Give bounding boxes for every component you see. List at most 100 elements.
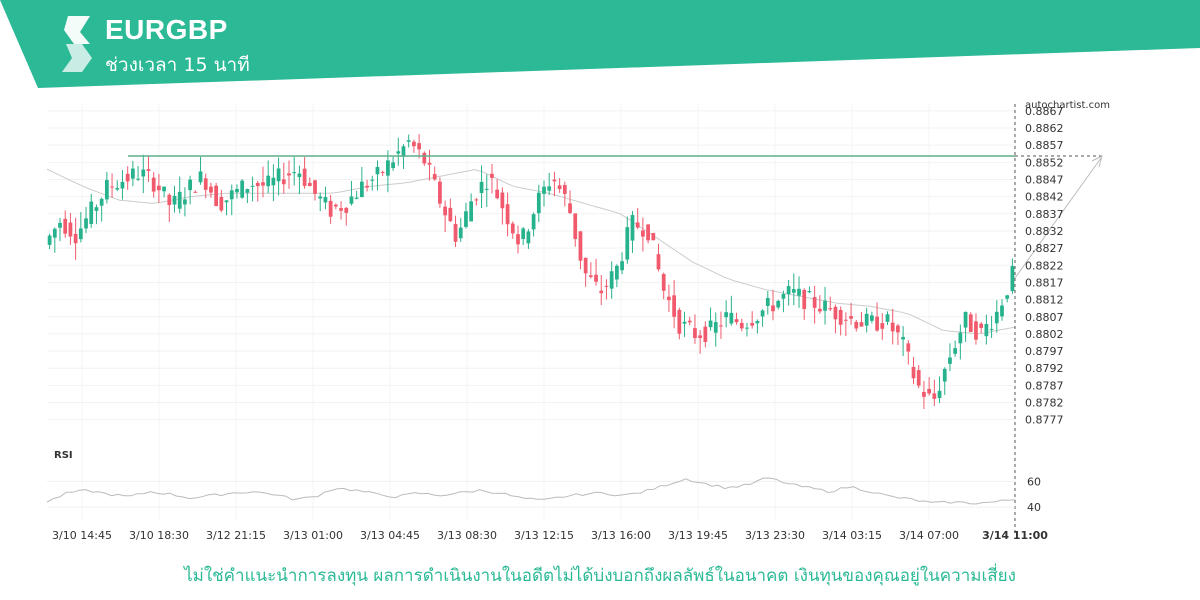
candle-body <box>901 336 905 340</box>
candle-body <box>620 261 624 271</box>
candle-body <box>193 191 198 193</box>
candle-body <box>240 180 245 198</box>
candle-body <box>141 169 146 177</box>
candle-body <box>68 222 73 237</box>
time-tick-label: 3/13 23:30 <box>745 529 805 542</box>
time-tick-label: 3/13 01:00 <box>283 529 343 542</box>
candle-body <box>266 175 271 187</box>
projection-arrow-line <box>1014 157 1102 279</box>
candle-body <box>953 348 958 354</box>
candle-body <box>183 199 187 205</box>
candle-body <box>214 185 219 207</box>
candle-body <box>1000 305 1004 317</box>
candle-body <box>453 223 458 242</box>
candle-body <box>209 186 213 193</box>
candle-body <box>412 141 416 147</box>
candle-body <box>287 173 291 176</box>
candle-body <box>719 325 723 327</box>
price-tick-label: 0.8837 <box>1025 208 1064 221</box>
candle-body <box>73 233 78 244</box>
candle-body <box>422 152 427 164</box>
candle-body <box>823 300 827 311</box>
candle-body <box>932 393 937 399</box>
candle-body <box>672 295 676 317</box>
candle-body <box>78 228 83 240</box>
candle-body <box>875 316 879 331</box>
candle-body <box>380 172 385 174</box>
candle-body <box>635 222 640 228</box>
candle-body <box>115 187 120 190</box>
candle-body <box>573 213 578 239</box>
chart-grid <box>47 104 1016 520</box>
candle-body <box>271 177 276 186</box>
candle-body <box>120 181 125 189</box>
candle-body <box>427 162 432 165</box>
candle-body <box>693 328 697 339</box>
price-tick-label: 0.8857 <box>1025 139 1064 152</box>
price-chart: autochartist.com 0.8867 0.8862 0.8857 0.885… <box>46 100 1110 542</box>
candle-body <box>557 185 562 189</box>
candle-body <box>474 199 479 201</box>
candle-body <box>713 322 718 333</box>
rsi-tick-label: 60 <box>1027 475 1041 488</box>
candle-body <box>963 311 968 328</box>
candle-body <box>849 316 853 319</box>
candle-body <box>599 290 604 294</box>
candle-body <box>641 230 645 237</box>
candle-body <box>739 322 744 329</box>
candle-body <box>391 162 395 169</box>
price-tick-label: 0.8797 <box>1025 345 1064 358</box>
moving-average-line <box>46 168 1016 335</box>
candle-body <box>177 191 182 209</box>
candle-body <box>469 201 474 222</box>
candle-body <box>791 289 796 293</box>
candle-body <box>318 196 323 199</box>
candle-body <box>130 168 135 179</box>
candle-body <box>521 228 526 239</box>
candle-body <box>843 319 848 321</box>
candle-body <box>937 390 942 399</box>
candle-body <box>552 179 557 182</box>
price-tick-label: 0.8787 <box>1025 379 1064 392</box>
candle-body <box>464 211 468 227</box>
candle-body <box>339 208 343 211</box>
candle-body <box>994 311 999 324</box>
candle-body <box>448 207 453 222</box>
candle-body <box>162 186 166 192</box>
candle-body <box>307 182 312 187</box>
price-tick-label: 0.8802 <box>1025 328 1064 341</box>
candle-body <box>859 322 864 327</box>
candle-body <box>84 218 88 229</box>
header-banner <box>0 0 1200 88</box>
time-axis: 3/10 14:45 3/10 18:30 3/12 21:15 3/13 01:00… <box>52 529 1048 542</box>
candle-body <box>313 180 317 194</box>
candle-body <box>802 289 807 309</box>
price-tick-label: 0.8827 <box>1025 242 1064 255</box>
price-tick-label: 0.8782 <box>1025 397 1064 410</box>
time-tick-label: 3/13 19:45 <box>668 529 728 542</box>
candle-body <box>276 168 281 182</box>
candle-body <box>942 368 947 382</box>
candle-body <box>516 234 520 245</box>
candle-body <box>984 324 989 337</box>
candle-body <box>188 179 192 191</box>
candle-body <box>656 254 661 270</box>
candle-body <box>854 321 859 329</box>
candle-body <box>661 274 666 291</box>
price-axis: 0.8867 0.8862 0.8857 0.8852 0.8847 0.8842 0.88… <box>1025 105 1064 427</box>
candle-body <box>771 305 775 312</box>
candle-body <box>906 343 911 352</box>
candle-body <box>505 204 510 225</box>
candle-body <box>104 179 109 200</box>
price-tick-label: 0.8842 <box>1025 191 1064 204</box>
candle-body <box>927 388 932 394</box>
candle-body <box>157 185 161 191</box>
candle-body <box>703 326 708 342</box>
candle-body <box>235 188 239 193</box>
candle-body <box>370 179 375 181</box>
candle-body <box>864 313 869 326</box>
price-tick-label: 0.8832 <box>1025 225 1064 238</box>
autochartist-logo-icon <box>62 16 92 72</box>
candle-body <box>58 222 62 228</box>
candle-body <box>760 310 765 317</box>
